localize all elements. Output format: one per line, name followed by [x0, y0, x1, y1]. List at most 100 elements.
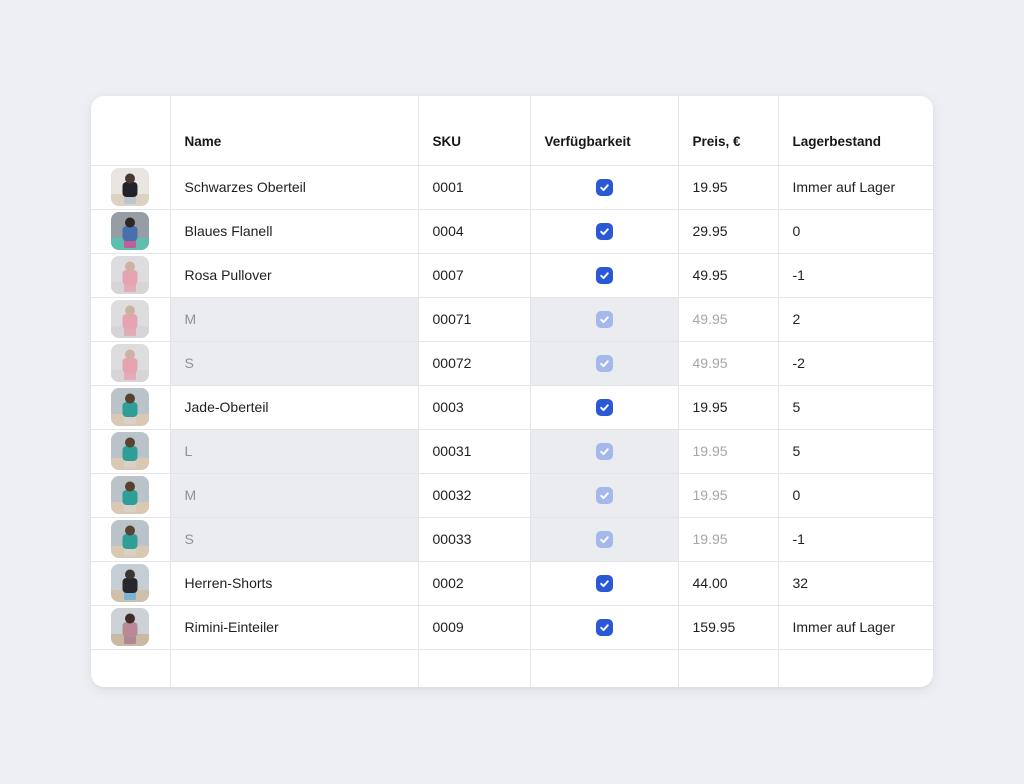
empty-row [91, 649, 933, 687]
price-cell: 19.95 [678, 473, 779, 518]
empty-cell [530, 649, 679, 687]
checkmark-icon [599, 360, 609, 367]
availability-checkbox[interactable] [595, 486, 613, 504]
product-price: 44.00 [692, 575, 728, 591]
product-stock: Immer auf Lager [792, 619, 896, 635]
stock-cell: 0 [778, 209, 933, 254]
image-cell [91, 165, 171, 210]
product-thumbnail-image [111, 608, 150, 646]
image-cell [91, 517, 171, 562]
product-name: Rimini-Einteiler [184, 619, 279, 635]
sku-cell: 0004 [418, 209, 531, 254]
name-cell: M [170, 297, 419, 342]
product-thumbnail-image [111, 344, 150, 382]
sku-cell: 0007 [418, 253, 531, 298]
product-name: S [184, 355, 194, 371]
product-row[interactable]: L 00031 19.95 5 [91, 429, 933, 474]
product-thumbnail-image [111, 168, 150, 206]
sku-cell: 00071 [418, 297, 531, 342]
product-stock: 0 [792, 487, 801, 503]
name-cell: M [170, 473, 419, 518]
product-name: Blaues Flanell [184, 223, 273, 239]
column-header-sku: SKU [418, 96, 531, 166]
product-row[interactable]: M 00032 19.95 0 [91, 473, 933, 518]
availability-cell [530, 517, 679, 562]
product-sku: 0009 [432, 619, 464, 635]
availability-checkbox[interactable] [595, 310, 613, 328]
product-sku: 00071 [432, 311, 472, 327]
product-row[interactable]: M 00071 49.95 2 [91, 297, 933, 342]
image-cell [91, 253, 171, 298]
product-sku: 0001 [432, 179, 464, 195]
price-cell: 49.95 [678, 341, 779, 386]
empty-cell [418, 649, 531, 687]
product-sku: 00072 [432, 355, 472, 371]
image-cell [91, 209, 171, 254]
checkmark-icon [599, 228, 609, 235]
checkmark-icon [599, 624, 609, 631]
product-sku: 0002 [432, 575, 464, 591]
name-cell: L [170, 429, 419, 474]
price-cell: 44.00 [678, 561, 779, 606]
product-sku: 00032 [432, 487, 472, 503]
availability-checkbox[interactable] [595, 442, 613, 460]
availability-checkbox[interactable] [595, 266, 613, 284]
availability-checkbox[interactable] [595, 618, 613, 636]
column-header-stock: Lagerbestand [778, 96, 933, 166]
availability-cell [530, 341, 679, 386]
name-cell: S [170, 517, 419, 562]
checkmark-icon [599, 404, 609, 411]
stock-cell: Immer auf Lager [778, 605, 933, 650]
product-name: Jade-Oberteil [184, 399, 269, 415]
product-row[interactable]: Schwarzes Oberteil 0001 19.95 Immer auf … [91, 165, 933, 210]
availability-checkbox[interactable] [595, 574, 613, 592]
price-cell: 29.95 [678, 209, 779, 254]
product-row[interactable]: Rimini-Einteiler 0009 159.95 Immer auf L… [91, 605, 933, 650]
product-sku: 0004 [432, 223, 464, 239]
product-name: L [184, 443, 193, 459]
stock-cell: -1 [778, 253, 933, 298]
price-cell: 49.95 [678, 297, 779, 342]
column-header-name: Name [170, 96, 419, 166]
product-row[interactable]: S 00033 19.95 -1 [91, 517, 933, 562]
price-cell: 19.95 [678, 165, 779, 210]
checkmark-icon [599, 272, 609, 279]
product-price: 19.95 [692, 531, 728, 547]
availability-checkbox[interactable] [595, 530, 613, 548]
product-stock: -2 [792, 355, 805, 371]
availability-checkbox[interactable] [595, 398, 613, 416]
image-cell [91, 605, 171, 650]
table-header: Name SKU Verfügbarkeit Preis, € Lagerbes… [91, 96, 933, 166]
checkmark-icon [599, 316, 609, 323]
availability-checkbox[interactable] [595, 354, 613, 372]
price-cell: 19.95 [678, 429, 779, 474]
availability-checkbox[interactable] [595, 178, 613, 196]
product-row[interactable]: Blaues Flanell 0004 29.95 0 [91, 209, 933, 254]
product-row[interactable]: Herren-Shorts 0002 44.00 32 [91, 561, 933, 606]
product-name: M [184, 311, 197, 327]
product-thumbnail-image [111, 564, 150, 602]
name-cell: Herren-Shorts [170, 561, 419, 606]
stock-cell: -2 [778, 341, 933, 386]
checkmark-icon [599, 448, 609, 455]
product-thumbnail-image [111, 256, 150, 294]
name-cell: Blaues Flanell [170, 209, 419, 254]
sku-cell: 00033 [418, 517, 531, 562]
empty-cell [91, 649, 171, 687]
name-cell: S [170, 341, 419, 386]
product-row[interactable]: Jade-Oberteil 0003 19.95 5 [91, 385, 933, 430]
product-row[interactable]: Rosa Pullover 0007 49.95 -1 [91, 253, 933, 298]
product-stock: Immer auf Lager [792, 179, 896, 195]
availability-checkbox[interactable] [595, 222, 613, 240]
checkmark-icon [599, 536, 609, 543]
stock-cell: 0 [778, 473, 933, 518]
product-price: 19.95 [692, 487, 728, 503]
sku-cell: 00072 [418, 341, 531, 386]
product-stock: 5 [792, 399, 801, 415]
empty-cell [778, 649, 933, 687]
product-price: 29.95 [692, 223, 728, 239]
product-row[interactable]: S 00072 49.95 -2 [91, 341, 933, 386]
product-stock: -1 [792, 531, 805, 547]
sku-cell: 00031 [418, 429, 531, 474]
inventory-table: Name SKU Verfügbarkeit Preis, € Lagerbes… [91, 96, 933, 687]
